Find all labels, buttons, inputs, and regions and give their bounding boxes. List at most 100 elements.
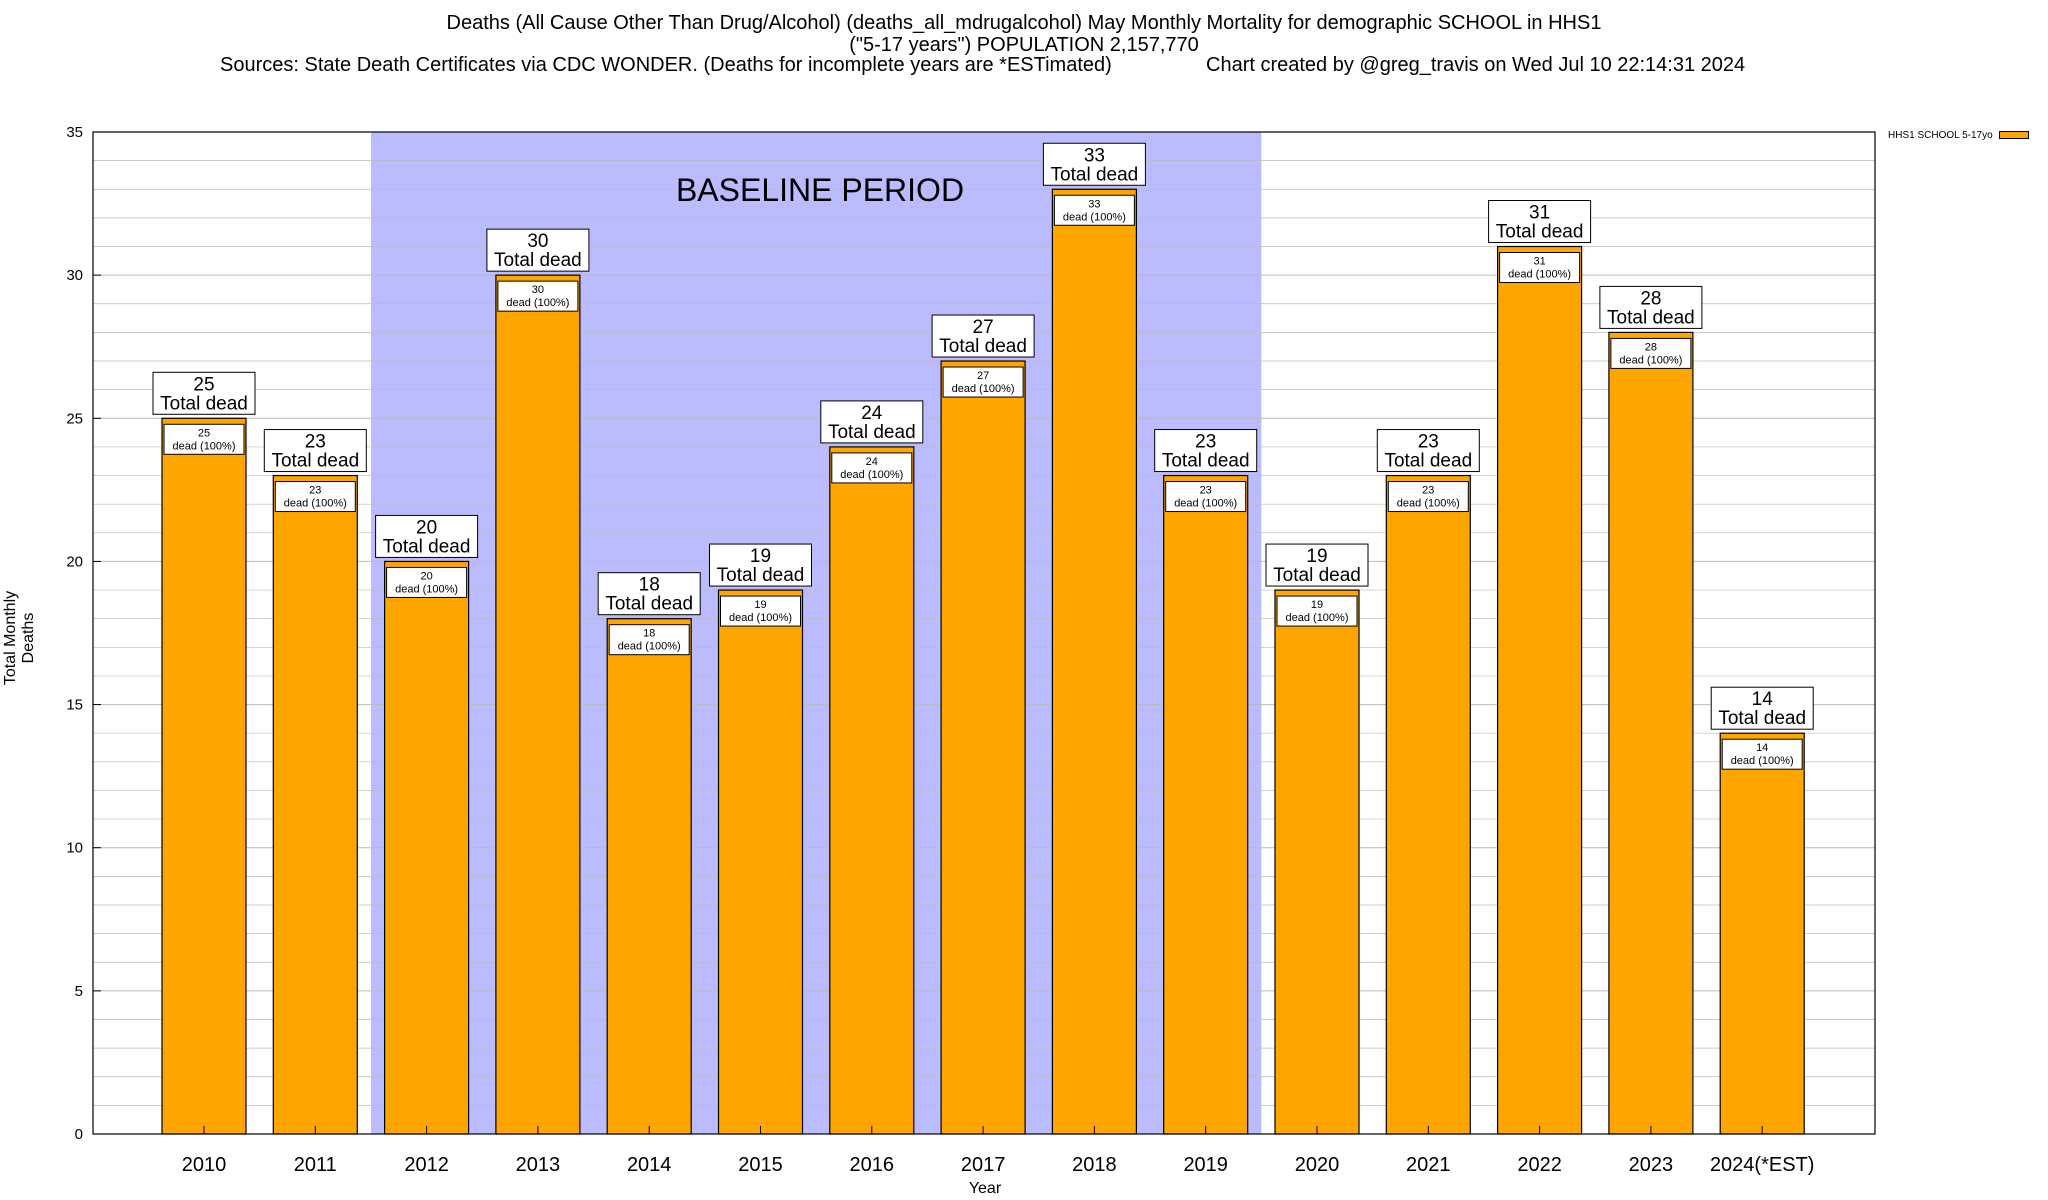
bar-inner-label: dead (100%) [1174, 498, 1237, 510]
x-tick-label: 2024(*EST) [1710, 1154, 1815, 1176]
bar [1051, 188, 1138, 1135]
bar-inner-value: 24 [866, 456, 878, 468]
bar-inner-label-box [720, 595, 801, 627]
bar-inner-value: 20 [420, 570, 432, 582]
bar [1274, 589, 1360, 1135]
bar-inner-label-box [1499, 252, 1581, 284]
bar-inner-label: dead (100%) [1619, 354, 1682, 366]
total-label-box [931, 314, 1035, 358]
x-tick-label: 2014 [627, 1154, 672, 1176]
bar [606, 618, 692, 1135]
bar [161, 417, 247, 1135]
total-label: Total dead [1384, 451, 1472, 472]
y-tick-label: 20 [66, 553, 83, 570]
bar-inner-label: dead (100%) [1731, 755, 1794, 767]
bar-inner-value: 33 [1088, 198, 1100, 210]
y-tick-label: 15 [66, 697, 83, 714]
bar [717, 589, 804, 1135]
bar-inner-label-box [1721, 738, 1803, 770]
total-label-box [1599, 285, 1703, 329]
bar-inner-label-box [831, 452, 913, 484]
y-tick-label: 30 [66, 267, 83, 284]
total-label: Total dead [1607, 307, 1695, 328]
total-label: Total dead [1051, 164, 1139, 185]
bar-inner-value: 23 [1200, 485, 1212, 497]
total-value: 14 [1752, 689, 1774, 710]
bar-inner-value: 23 [309, 485, 321, 497]
bar-inner-label: dead (100%) [506, 297, 569, 309]
bar-inner-label: dead (100%) [729, 612, 792, 624]
bar-inner-label-box [1276, 595, 1358, 627]
y-tick-label: 25 [66, 410, 83, 427]
chart-sources: Sources: State Death Certificates via CD… [220, 54, 1112, 76]
total-label: Total dead [828, 422, 916, 443]
bar-inner-label: dead (100%) [284, 498, 347, 510]
total-value: 20 [416, 517, 437, 538]
total-label: Total dead [160, 393, 248, 414]
bar-inner-label-box [1610, 337, 1692, 369]
total-value: 31 [1529, 203, 1550, 224]
bar [1496, 245, 1583, 1135]
bar [829, 446, 915, 1135]
total-label-box [152, 371, 256, 415]
x-tick-label: 2022 [1517, 1154, 1562, 1176]
total-label-box [1376, 429, 1480, 473]
x-axis-label: Year [968, 1180, 1002, 1197]
bar-inner-value: 23 [1422, 485, 1434, 497]
bar-inner-value: 19 [1311, 599, 1323, 611]
total-label-box [1710, 686, 1814, 730]
bar-inner-label: dead (100%) [1286, 612, 1349, 624]
total-value: 28 [1640, 288, 1661, 309]
total-value: 25 [193, 374, 214, 395]
bar-inner-label-box [386, 566, 468, 598]
bar-inner-value: 18 [643, 628, 655, 640]
chart-title-line-2: ("5-17 years") POPULATION 2,157,770 [849, 34, 1199, 56]
bar-inner-label-box [274, 481, 356, 513]
bar-inner-label: dead (100%) [840, 469, 903, 481]
bar-inner-label: dead (100%) [395, 583, 458, 595]
bar-inner-value: 28 [1645, 341, 1657, 353]
total-label: Total dead [383, 536, 471, 557]
y-tick-label: 35 [66, 124, 83, 141]
total-label-box [375, 514, 479, 558]
x-tick-label: 2019 [1183, 1154, 1228, 1176]
total-label-box [709, 543, 812, 587]
total-label: Total dead [605, 594, 693, 615]
total-label-box [263, 429, 367, 473]
x-tick-label: 2011 [294, 1154, 337, 1176]
total-label-box [597, 572, 701, 616]
x-tick-label: 2010 [182, 1154, 227, 1176]
plot-border [92, 131, 1876, 1135]
x-tick-label: 2023 [1629, 1154, 1674, 1176]
total-value: 19 [1306, 546, 1327, 567]
x-tick-label: 2017 [961, 1154, 1006, 1176]
total-label-box [1042, 142, 1146, 186]
bar-inner-value: 27 [977, 370, 989, 382]
total-label: Total dead [1162, 451, 1250, 472]
total-value: 27 [973, 317, 994, 338]
bar-inner-label-box [163, 423, 245, 455]
bar-inner-label-box [1387, 481, 1469, 513]
total-value: 30 [527, 231, 548, 252]
bar-inner-label-box [1053, 194, 1135, 226]
total-value: 23 [1195, 432, 1216, 453]
x-tick-label: 2018 [1072, 1154, 1117, 1176]
bar-inner-label: dead (100%) [1508, 269, 1571, 281]
x-tick-label: 2013 [516, 1154, 561, 1176]
y-axis-label: Total Monthly Deaths [2, 590, 37, 686]
baseline-period-label: BASELINE PERIOD [675, 172, 965, 208]
